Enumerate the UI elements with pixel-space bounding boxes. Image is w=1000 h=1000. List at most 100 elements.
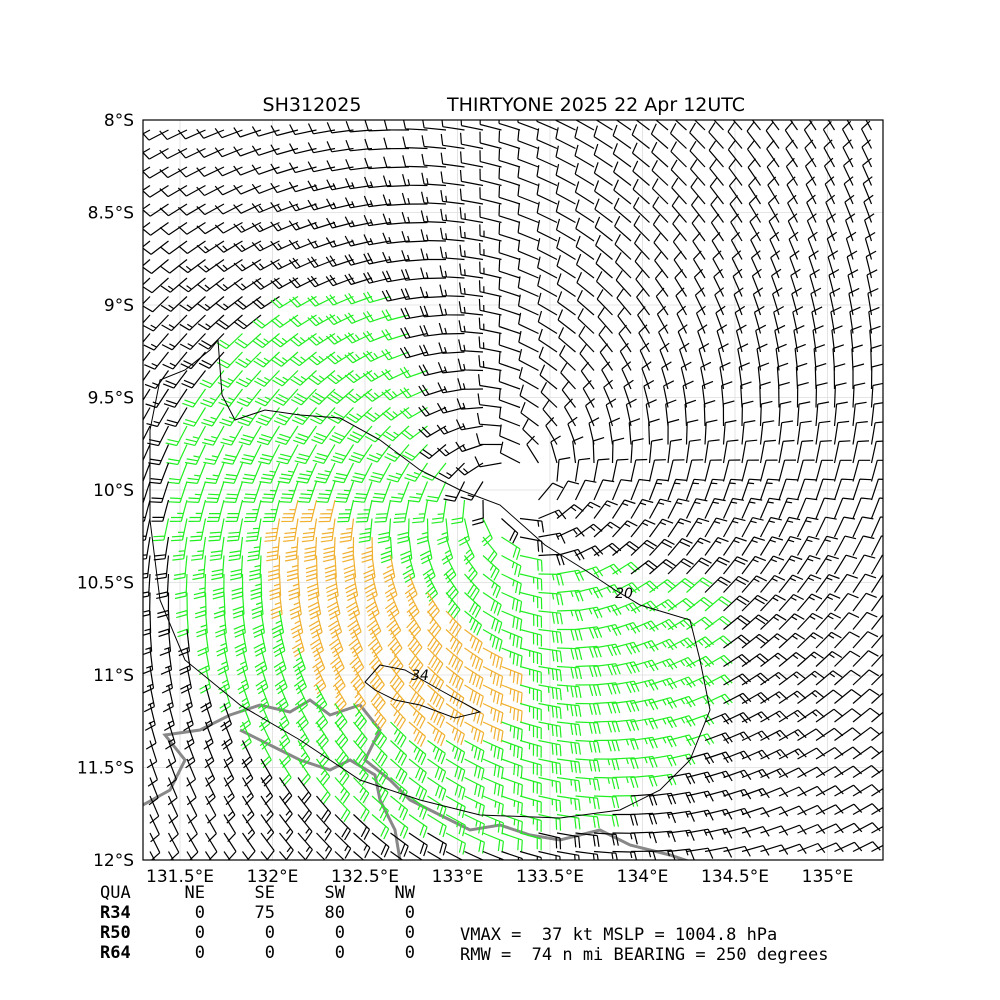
wind-barb — [200, 388, 225, 408]
wind-barb — [612, 143, 632, 168]
wind-barb — [852, 363, 865, 389]
wind-barb — [464, 665, 484, 690]
wind-barb — [845, 213, 856, 242]
wind-barb — [440, 227, 465, 242]
wind-barb — [436, 443, 465, 457]
wind-barb — [661, 361, 672, 390]
wind-barb — [501, 850, 523, 860]
wind-barb — [427, 684, 445, 710]
wind-barb — [871, 825, 883, 834]
wind-barb — [402, 120, 428, 131]
wind-barb — [538, 328, 558, 353]
wind-barb — [250, 573, 263, 600]
wind-barb — [526, 435, 540, 464]
wind-barb — [388, 647, 404, 676]
wind-barb — [498, 278, 521, 298]
wind-barb — [679, 342, 690, 371]
table-cell: 75 — [255, 903, 275, 923]
wind-barb — [517, 184, 539, 205]
wind-barb — [390, 721, 407, 748]
wind-barb — [149, 851, 156, 860]
wind-barb — [478, 298, 502, 316]
wind-barb — [299, 499, 318, 523]
wind-barb — [427, 777, 447, 801]
wind-barb — [364, 573, 378, 602]
plot-area: 20 34 — [143, 120, 883, 860]
wind-barb — [833, 440, 851, 464]
wind-barb — [593, 813, 619, 827]
wind-barb — [778, 748, 807, 760]
wind-barb — [556, 647, 583, 660]
wind-barb — [337, 499, 355, 523]
wind-barb — [353, 777, 370, 804]
wind-barb — [517, 221, 539, 242]
wind-barb — [593, 162, 613, 186]
wind-barb — [312, 444, 336, 464]
wind-barb — [288, 220, 317, 231]
wind-barb — [637, 306, 651, 334]
wind-barb — [815, 420, 831, 445]
wind-barb — [608, 417, 621, 445]
wind-barb — [330, 647, 345, 676]
wind-barb — [612, 813, 639, 826]
wind-barb — [151, 499, 170, 522]
wind-barb — [363, 272, 391, 284]
wind-barb — [579, 343, 595, 371]
wind-barb — [556, 609, 584, 622]
wind-barb — [275, 684, 289, 713]
wind-barb — [146, 407, 170, 428]
wind-barb — [852, 669, 880, 686]
wind-barb — [288, 257, 317, 270]
wind-barb — [479, 224, 502, 242]
wind-barb — [233, 296, 262, 310]
wind-barb — [823, 139, 836, 168]
lat-label: 11°S — [93, 666, 134, 686]
wind-barb — [258, 703, 271, 732]
wind-barb — [592, 437, 605, 464]
wind-barb — [479, 120, 502, 131]
wind-barb — [397, 518, 410, 544]
wind-barb — [427, 721, 446, 747]
wind-barb — [186, 814, 198, 843]
wind-barb — [353, 814, 371, 840]
wind-barb — [730, 231, 743, 260]
wind-barb — [241, 740, 253, 769]
wind-barb — [149, 462, 170, 485]
wind-barb — [677, 324, 688, 353]
wind-barb — [599, 343, 613, 371]
wind-barb — [632, 197, 650, 223]
wind-barb — [297, 721, 310, 750]
wind-barb — [214, 610, 227, 638]
wind-barb — [716, 324, 728, 353]
wind-barb — [242, 851, 250, 860]
wind-barb — [759, 536, 784, 556]
wind-barb — [695, 305, 706, 334]
wind-barb — [685, 439, 701, 464]
wind-barb — [234, 333, 262, 349]
wind-barb — [244, 499, 262, 523]
wind-barb — [182, 407, 207, 427]
wind-barb — [618, 324, 632, 353]
wind-barb — [686, 537, 711, 556]
wind-barb — [648, 478, 669, 501]
wind-barb — [580, 361, 595, 390]
wind-barb — [630, 736, 658, 749]
wind-barb — [214, 166, 243, 177]
wind-barb — [270, 125, 299, 137]
wind-barb — [704, 439, 720, 464]
table-cell: 0 — [405, 903, 415, 923]
wind-barb — [233, 610, 246, 638]
wind-barb — [667, 498, 690, 519]
wind-barb — [522, 418, 539, 445]
wind-barb — [651, 160, 669, 186]
wind-barb — [760, 729, 789, 742]
wind-barb — [517, 147, 539, 168]
wind-barb — [381, 328, 410, 341]
wind-barb — [697, 324, 708, 353]
wind-barb — [765, 121, 780, 149]
wind-barb — [217, 351, 243, 369]
wind-barb — [420, 210, 447, 224]
wind-barb — [178, 240, 206, 254]
wind-barb — [649, 658, 678, 670]
wind-barb — [870, 516, 883, 538]
